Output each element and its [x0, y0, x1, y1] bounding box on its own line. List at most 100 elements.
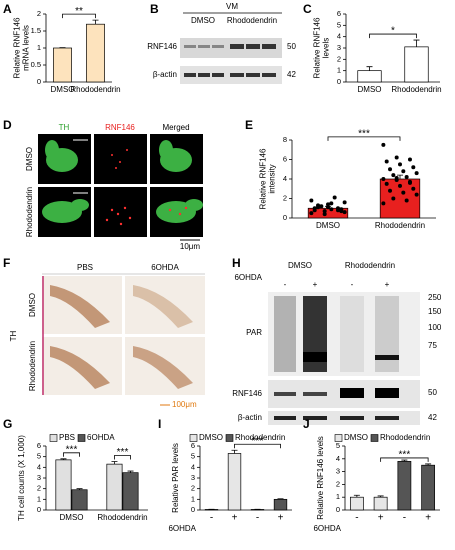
- y-tick-label: 4: [337, 32, 341, 41]
- y-axis-label-line: Relative RNF146: [313, 17, 322, 78]
- bar: [357, 70, 382, 83]
- row-label: DMSO: [25, 147, 34, 171]
- error-bar: [60, 458, 67, 460]
- y-tick-label: 1: [337, 66, 341, 75]
- bar: [397, 461, 412, 511]
- data-point: [381, 201, 386, 206]
- panel-label: G: [3, 417, 12, 431]
- data-point: [404, 175, 409, 180]
- error-bar: [366, 66, 373, 71]
- data-point: [414, 171, 419, 176]
- row-label: RNF146: [147, 42, 177, 51]
- data-point: [381, 177, 386, 181]
- significance-label: ***: [66, 444, 78, 455]
- significance-label: ***: [358, 129, 370, 140]
- data-point: [407, 157, 412, 162]
- error-bar: [377, 495, 384, 498]
- panel-f: F PBS 6OHDA DMSO Rhododendrin TH 100μm: [3, 256, 205, 409]
- column-label: 6OHDA: [151, 263, 179, 272]
- y-tick-label: 2: [37, 9, 41, 18]
- sign: -: [351, 280, 354, 289]
- y-tick-label: 6: [191, 441, 195, 450]
- y-tick-label: 3: [37, 473, 41, 482]
- significance-bracket: [327, 136, 401, 141]
- data-point: [322, 209, 327, 214]
- data-point: [326, 202, 330, 207]
- y-axis-label-line: Relative RNF146: [259, 148, 268, 209]
- lane-label: Rhododendrin: [227, 16, 277, 25]
- bar: [373, 496, 388, 511]
- legend-label: DMSO: [199, 433, 223, 442]
- x-tick-label: DMSO: [358, 85, 382, 94]
- marker: 50: [287, 42, 296, 51]
- y-tick-label: 6: [283, 154, 287, 163]
- error-bar: [76, 488, 83, 490]
- legend-swatch: [370, 434, 379, 442]
- legend-label: DMSO: [344, 433, 368, 442]
- data-point: [394, 176, 399, 181]
- legend-swatch: [189, 434, 198, 442]
- scale-label: 100μm: [172, 400, 197, 409]
- y-tick-label: 0: [336, 505, 340, 514]
- group-label: Rhododendrin: [345, 261, 395, 270]
- y-axis-label: Relative RNF146mRNA levels: [13, 17, 31, 78]
- x-tick-label: -: [210, 513, 213, 524]
- data-point: [312, 208, 317, 213]
- significance-bracket: [62, 13, 96, 19]
- significance-bracket: [63, 452, 80, 457]
- panel-label: A: [3, 2, 12, 16]
- panel-label: B: [150, 2, 159, 16]
- y-tick-label: 2: [191, 484, 195, 493]
- data-point: [339, 209, 344, 214]
- bar: [349, 496, 364, 511]
- x-tick-label: -: [355, 513, 358, 524]
- y-tick-label: 1.5: [31, 26, 41, 35]
- x-tick-label: +: [278, 513, 284, 524]
- data-point: [398, 183, 402, 188]
- data-point: [309, 198, 314, 203]
- row-label: DMSO: [28, 293, 37, 317]
- row-label: RNF146: [232, 389, 262, 398]
- error-bar: [277, 498, 284, 500]
- data-point: [332, 195, 337, 200]
- panel-label: D: [3, 118, 12, 132]
- y-tick-label: 4: [283, 174, 287, 183]
- error-bar: [231, 449, 238, 454]
- significance-label: ***: [252, 436, 264, 447]
- y-tick-label: 4: [336, 454, 340, 463]
- panel-d: D TH RNF146 Merged DMSO Rhododendrin 10μ…: [3, 118, 203, 251]
- panel-h: H DMSO Rhododendrin 6OHDA - + - + PAR RN…: [232, 256, 442, 425]
- panel-label: I: [158, 417, 161, 431]
- y-tick-label: 8: [283, 135, 287, 144]
- y-tick-label: 5: [337, 20, 341, 29]
- treatment-label: 6OHDA: [234, 273, 262, 282]
- bar: [86, 23, 105, 83]
- error-bar: [413, 39, 420, 47]
- error-bar: [401, 459, 408, 462]
- significance-label: *: [391, 26, 395, 37]
- data-point: [329, 201, 334, 206]
- data-point: [342, 210, 347, 215]
- significance-label: ***: [399, 450, 411, 461]
- legend-swatch: [334, 434, 343, 442]
- data-point: [384, 181, 389, 186]
- error-bar: [353, 494, 360, 498]
- x-tick-label: +: [378, 513, 384, 524]
- column-label: PBS: [77, 263, 93, 272]
- y-tick-label: 2: [337, 54, 341, 63]
- y-tick-label: 6: [37, 441, 41, 450]
- data-point: [407, 180, 412, 185]
- y-tick-label: 5: [191, 452, 195, 461]
- marker: 50: [428, 388, 437, 397]
- y-tick-label: 2: [37, 484, 41, 493]
- y-tick-label: 6: [337, 9, 341, 18]
- y-tick-label: 0.5: [31, 60, 41, 69]
- marker: 100: [428, 323, 442, 332]
- bar: [106, 463, 123, 511]
- data-point: [391, 173, 396, 178]
- sign: -: [284, 280, 287, 289]
- row-label: Rhododendrin: [28, 341, 37, 391]
- data-point: [411, 165, 416, 170]
- data-point: [414, 192, 419, 197]
- data-point: [388, 188, 393, 193]
